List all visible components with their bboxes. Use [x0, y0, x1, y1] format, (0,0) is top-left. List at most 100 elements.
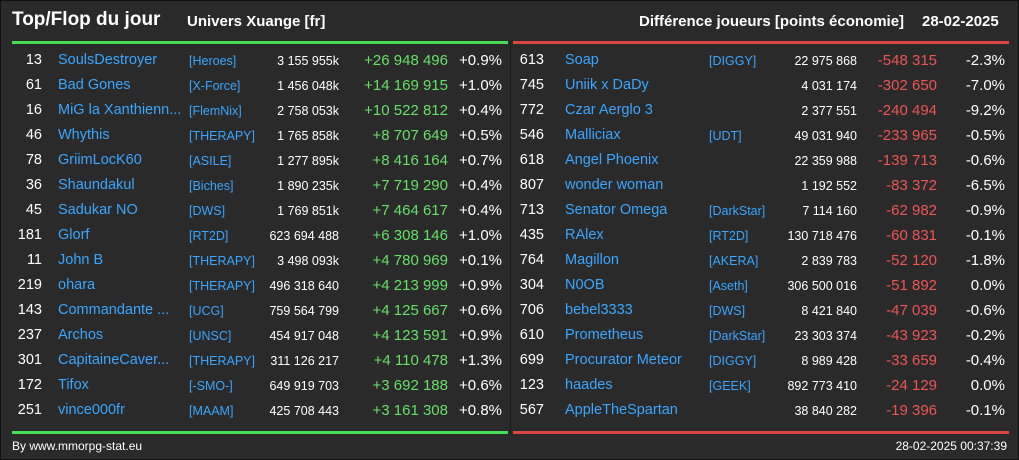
points-difference: +4 780 969 — [372, 252, 449, 269]
player-rank: 237 — [17, 327, 42, 343]
alliance-tag-link[interactable]: [DWS] — [189, 204, 226, 218]
player-name-link[interactable]: CapitaineCaver... — [58, 352, 170, 368]
percent-change: -9.2% — [965, 102, 1005, 119]
alliance-tag-link[interactable]: [-SMO-] — [189, 379, 233, 393]
player-name-link[interactable]: Tifox — [58, 377, 89, 393]
player-name-link[interactable]: Archos — [58, 327, 104, 343]
points-difference: +10 522 812 — [364, 102, 448, 119]
alliance-tag-link[interactable]: [FlemNix] — [189, 104, 242, 118]
top-player-row: 237 Archos [UNSC] 454 917 048 +4 123 591 +0.9… — [12, 323, 508, 348]
player-points: 38 840 282 — [794, 404, 857, 418]
alliance-tag-link[interactable]: [UCG] — [189, 304, 224, 318]
player-name-link[interactable]: wonder woman — [565, 177, 664, 193]
alliance-tag-link[interactable]: [DWS] — [709, 304, 746, 318]
alliance-tag-link[interactable]: [DIGGY] — [709, 54, 757, 68]
alliance-tag-link[interactable]: [THERAPY] — [189, 254, 255, 268]
alliance-tag-link[interactable]: [RT2D] — [189, 229, 229, 243]
player-rank: 16 — [25, 102, 42, 118]
player-points: 623 694 488 — [269, 229, 339, 243]
alliance-tag-link[interactable]: [THERAPY] — [189, 279, 255, 293]
alliance-tag-link[interactable]: [GEEK] — [709, 379, 751, 393]
flop-player-row: 610 Prometheus [DarkStar] 23 303 374 -43 923… — [513, 323, 1009, 348]
points-difference: +6 308 146 — [372, 227, 449, 244]
player-name-link[interactable]: Sadukar NO — [58, 202, 138, 218]
flop-player-row: 567 AppleTheSpartan 38 840 282 -19 396 -0.1% — [513, 398, 1009, 423]
points-difference: -47 039 — [886, 302, 937, 319]
player-name-link[interactable]: bebel3333 — [565, 302, 633, 318]
player-name-link[interactable]: GriimLocK60 — [58, 152, 142, 168]
alliance-tag-link[interactable]: [DarkStar] — [709, 204, 766, 218]
player-name-link[interactable]: RAlex — [565, 227, 604, 243]
alliance-tag-link[interactable]: [X-Force] — [189, 79, 241, 93]
alliance-tag-link[interactable]: [THERAPY] — [189, 129, 255, 143]
player-rank: 181 — [17, 227, 42, 243]
player-name-link[interactable]: MiG la Xanthienn... — [58, 102, 182, 118]
points-difference: +4 110 478 — [373, 352, 448, 369]
player-name-link[interactable]: Procurator Meteor — [565, 352, 682, 368]
percent-change: +0.1% — [459, 252, 502, 269]
player-name-link[interactable]: N0OB — [565, 277, 605, 293]
player-rank: 706 — [519, 302, 544, 318]
player-points: 892 773 410 — [787, 379, 857, 393]
player-name-link[interactable]: AppleTheSpartan — [565, 402, 678, 418]
points-difference: -139 713 — [877, 152, 937, 169]
alliance-tag-link[interactable]: [DarkStar] — [709, 329, 766, 343]
player-rank: 546 — [519, 127, 544, 143]
player-name-link[interactable]: haades — [565, 377, 613, 393]
player-name-link[interactable]: Commandante ... — [58, 302, 170, 318]
alliance-tag-link[interactable]: [MAAM] — [189, 404, 234, 418]
player-name-link[interactable]: Shaundakul — [58, 177, 135, 193]
alliance-tag-link[interactable]: [UDT] — [709, 129, 742, 143]
alliance-tag-link[interactable]: [UNSC] — [189, 329, 232, 343]
player-points: 3 498 093k — [277, 254, 339, 268]
points-difference: -83 372 — [886, 177, 937, 194]
player-rank: 301 — [17, 352, 42, 368]
header-date: 28-02-2025 — [922, 13, 999, 30]
alliance-tag-link[interactable]: [DIGGY] — [709, 354, 757, 368]
player-name-link[interactable]: John B — [58, 252, 104, 268]
player-name-link[interactable]: Prometheus — [565, 327, 644, 343]
percent-change: -0.9% — [965, 202, 1005, 219]
player-name-link[interactable]: Glorf — [58, 227, 90, 243]
percent-change: -0.4% — [965, 352, 1005, 369]
player-name-link[interactable]: Malliciax — [565, 127, 621, 143]
player-name-link[interactable]: Soap — [565, 52, 599, 68]
alliance-tag-link[interactable]: [Aseth] — [709, 279, 748, 293]
alliance-tag-link[interactable]: [ASILE] — [189, 154, 232, 168]
flop-divider-bottom — [513, 431, 1009, 434]
universe-label: Univers Xuange [fr] — [187, 13, 326, 30]
alliance-tag-link[interactable]: [RT2D] — [709, 229, 749, 243]
player-points: 1 890 235k — [277, 179, 339, 193]
player-rank: 123 — [519, 377, 544, 393]
flop-player-row: 807 wonder woman 1 192 552 -83 372 -6.5% — [513, 173, 1009, 198]
top-player-row: 301 CapitaineCaver... [THERAPY] 311 126 217… — [12, 348, 508, 373]
alliance-tag-link[interactable]: [THERAPY] — [189, 354, 255, 368]
points-difference: +4 213 999 — [372, 277, 449, 294]
player-name-link[interactable]: Bad Gones — [58, 77, 131, 93]
player-name-link[interactable]: vince000fr — [58, 402, 125, 418]
player-points: 311 126 217 — [270, 354, 339, 368]
player-name-link[interactable]: Magillon — [565, 252, 619, 268]
alliance-tag-link[interactable]: [Biches] — [189, 179, 234, 193]
player-points: 2 839 783 — [801, 254, 857, 268]
player-name-link[interactable]: Uniik x DaDy — [565, 77, 649, 93]
player-rank: 699 — [519, 352, 544, 368]
percent-change: -0.6% — [965, 302, 1005, 319]
player-name-link[interactable]: SoulsDestroyer — [58, 52, 158, 68]
player-points: 7 114 160 — [802, 204, 857, 218]
flop-player-row: 706 bebel3333 [DWS] 8 421 840 -47 039 -0.6% — [513, 298, 1009, 323]
top-player-row: 143 Commandante ... [UCG] 759 564 799 +4 125… — [12, 298, 508, 323]
player-name-link[interactable]: Angel Phoenix — [565, 152, 659, 168]
player-name-link[interactable]: ohara — [58, 277, 96, 293]
alliance-tag-link[interactable]: [Heroes] — [189, 54, 237, 68]
flop-player-row: 546 Malliciax [UDT] 49 031 940 -233 965 -0.5% — [513, 123, 1009, 148]
player-points: 306 500 016 — [787, 279, 857, 293]
player-points: 8 989 428 — [801, 354, 857, 368]
alliance-tag-link[interactable]: [AKERA] — [709, 254, 759, 268]
column-separator — [510, 41, 511, 434]
player-name-link[interactable]: Senator Omega — [565, 202, 668, 218]
player-name-link[interactable]: Whythis — [58, 127, 110, 143]
player-rank: 219 — [17, 277, 42, 293]
player-name-link[interactable]: Czar Aerglo 3 — [565, 102, 653, 118]
